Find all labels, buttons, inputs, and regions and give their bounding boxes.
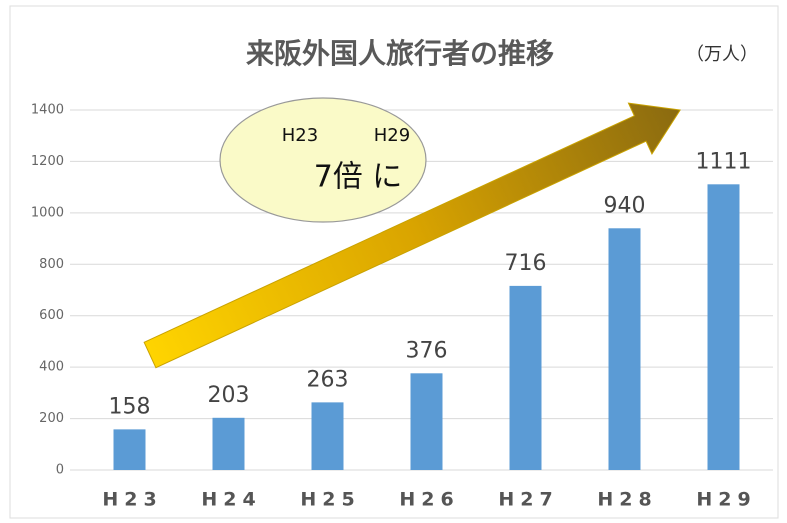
frame: [9, 5, 779, 519]
bars: H23 158 H24 203 H25 263 H26 376 H27 716 H28 940 H29 1…: [102, 149, 756, 511]
y-tick-label: 1400: [31, 103, 64, 118]
callout: [219, 97, 427, 223]
x-tick-label: H28: [597, 489, 657, 511]
unit-label: （万人）: [686, 44, 758, 65]
bar: [212, 417, 245, 470]
trend-arrow: [143, 102, 681, 369]
value-label: 1111: [696, 149, 752, 174]
callout-from: H23: [282, 125, 318, 146]
bar: [608, 228, 641, 470]
bar: [410, 373, 443, 470]
x-tick-label: H27: [498, 489, 558, 511]
value-label: 716: [505, 251, 547, 276]
bar: [707, 184, 740, 471]
grid: 0 200 400 600 800 1000 1200 1400: [31, 103, 773, 478]
x-tick-label: H23: [102, 489, 162, 511]
y-tick-label: 800: [39, 257, 64, 272]
y-tick-label: 0: [56, 463, 64, 478]
x-tick-label: H25: [300, 489, 360, 511]
arrow-shape: [143, 102, 681, 369]
callout-text: 7倍 に: [314, 160, 403, 195]
value-label: 376: [406, 338, 448, 363]
value-label: 940: [604, 193, 646, 218]
bar: [311, 402, 344, 470]
y-tick-label: 200: [39, 411, 64, 426]
y-tick-label: 1000: [31, 205, 64, 220]
x-tick-label: H26: [399, 489, 459, 511]
bar: [509, 285, 542, 470]
y-tick-label: 400: [39, 360, 64, 375]
value-label: 203: [208, 383, 250, 408]
y-tick-label: 600: [39, 308, 64, 323]
bar: [113, 429, 146, 470]
x-tick-label: H24: [201, 489, 261, 511]
y-tick-label: 1200: [31, 154, 64, 169]
value-label: 158: [109, 394, 151, 419]
x-tick-label: H29: [696, 489, 756, 511]
value-label: 263: [307, 367, 349, 392]
chart-title: 来阪外国人旅行者の推移: [246, 37, 554, 70]
callout-to: H29: [374, 125, 410, 146]
